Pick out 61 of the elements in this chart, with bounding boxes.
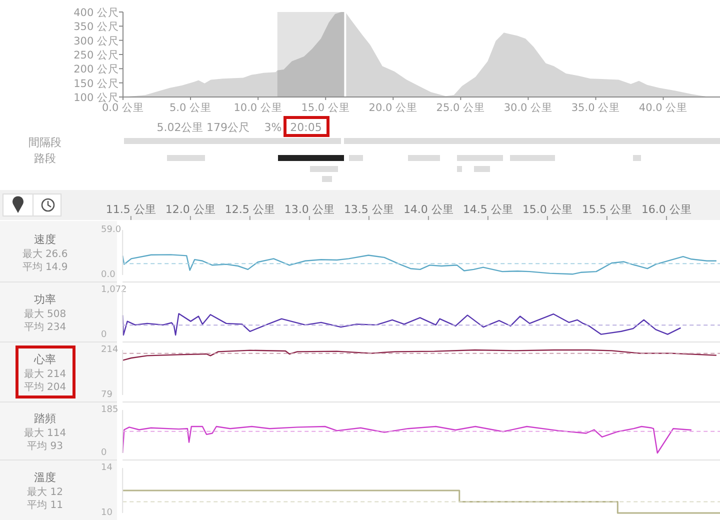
x-tick-label: 12.0 公里 <box>165 203 216 216</box>
chart-title: 速度 <box>34 233 56 246</box>
x-tick-label: 35.0 公里 <box>571 102 620 114</box>
text: 最大 508 <box>24 308 66 320</box>
line-series <box>122 349 718 361</box>
chart-title: 踏頻 <box>34 412 56 425</box>
y-tick-label: 150 公尺 <box>74 78 119 90</box>
y-tick-label: 100 公尺 <box>74 92 119 104</box>
text: 最大 114 <box>24 427 66 439</box>
text: 平均 234 <box>24 321 66 333</box>
text: 平均 204 <box>24 381 66 393</box>
chart-title: 心率 <box>33 353 56 366</box>
y-tick-label: 350 公尺 <box>74 21 119 34</box>
x-tick-label: 11.5 公里 <box>106 203 156 216</box>
x-tick-label: 40.0 公里 <box>638 102 688 114</box>
y-tick-label: 0 <box>101 330 107 340</box>
chart-title: 功率 <box>34 293 56 306</box>
line-series <box>122 426 692 454</box>
y-tick-label: 14 <box>101 463 113 473</box>
text: 平均 93 <box>27 440 63 452</box>
text: 5.02公里 <box>156 121 204 134</box>
x-tick-label: 14.0 公里 <box>403 203 454 216</box>
y-tick-label: 10 <box>101 508 113 518</box>
text: 間隔段 <box>28 136 62 149</box>
x-tick-label: 0.0 公里 <box>102 102 144 114</box>
x-tick-label: 5.0 公里 <box>170 102 212 114</box>
text: 平均 14.9 <box>22 261 68 273</box>
text: 路段 <box>34 152 56 165</box>
x-tick-label: 14.5 公里 <box>462 203 513 216</box>
y-tick-label: 1,072 <box>101 285 127 295</box>
text: 20:05 <box>290 121 322 134</box>
x-tick-label: 15.5 公里 <box>582 203 632 216</box>
line-series <box>122 313 682 336</box>
y-tick-label: 400 公尺 <box>74 7 119 19</box>
line-series <box>122 254 718 275</box>
text: 最大 12 <box>27 486 63 498</box>
chart-title: 溫度 <box>34 471 56 484</box>
text: 179公尺 <box>206 121 250 134</box>
x-tick-label: 30.0 公里 <box>504 102 553 114</box>
x-tick-label: 10.0 公里 <box>234 102 282 114</box>
x-tick-label: 16.0 公里 <box>641 203 692 216</box>
x-tick-label: 15.0 公里 <box>301 102 350 114</box>
y-tick-label: 200 公尺 <box>74 64 119 76</box>
text: 最大 214 <box>24 368 66 380</box>
x-tick-label: 15.0 公里 <box>522 203 572 216</box>
text: 最大 26.6 <box>22 248 68 260</box>
x-tick-label: 13.0 公里 <box>284 203 334 216</box>
y-tick-label: 0 <box>101 448 107 458</box>
y-tick-label: 0.0 <box>101 270 116 280</box>
y-tick-label: 185 <box>101 405 118 415</box>
y-tick-label: 250 公尺 <box>74 50 119 62</box>
x-tick-label: 12.5 公里 <box>224 203 275 216</box>
y-tick-label: 79 <box>101 390 113 400</box>
text: 3% <box>264 121 282 134</box>
x-tick-label: 13.5 公里 <box>344 203 394 216</box>
text: 平均 11 <box>27 499 63 511</box>
y-tick-label: 59.0 <box>101 225 122 235</box>
x-tick-label: 25.0 公里 <box>436 102 486 114</box>
y-tick-label: 214 <box>101 345 118 355</box>
x-tick-label: 20.0 公里 <box>368 102 418 114</box>
y-tick-label: 300 公尺 <box>74 35 119 48</box>
